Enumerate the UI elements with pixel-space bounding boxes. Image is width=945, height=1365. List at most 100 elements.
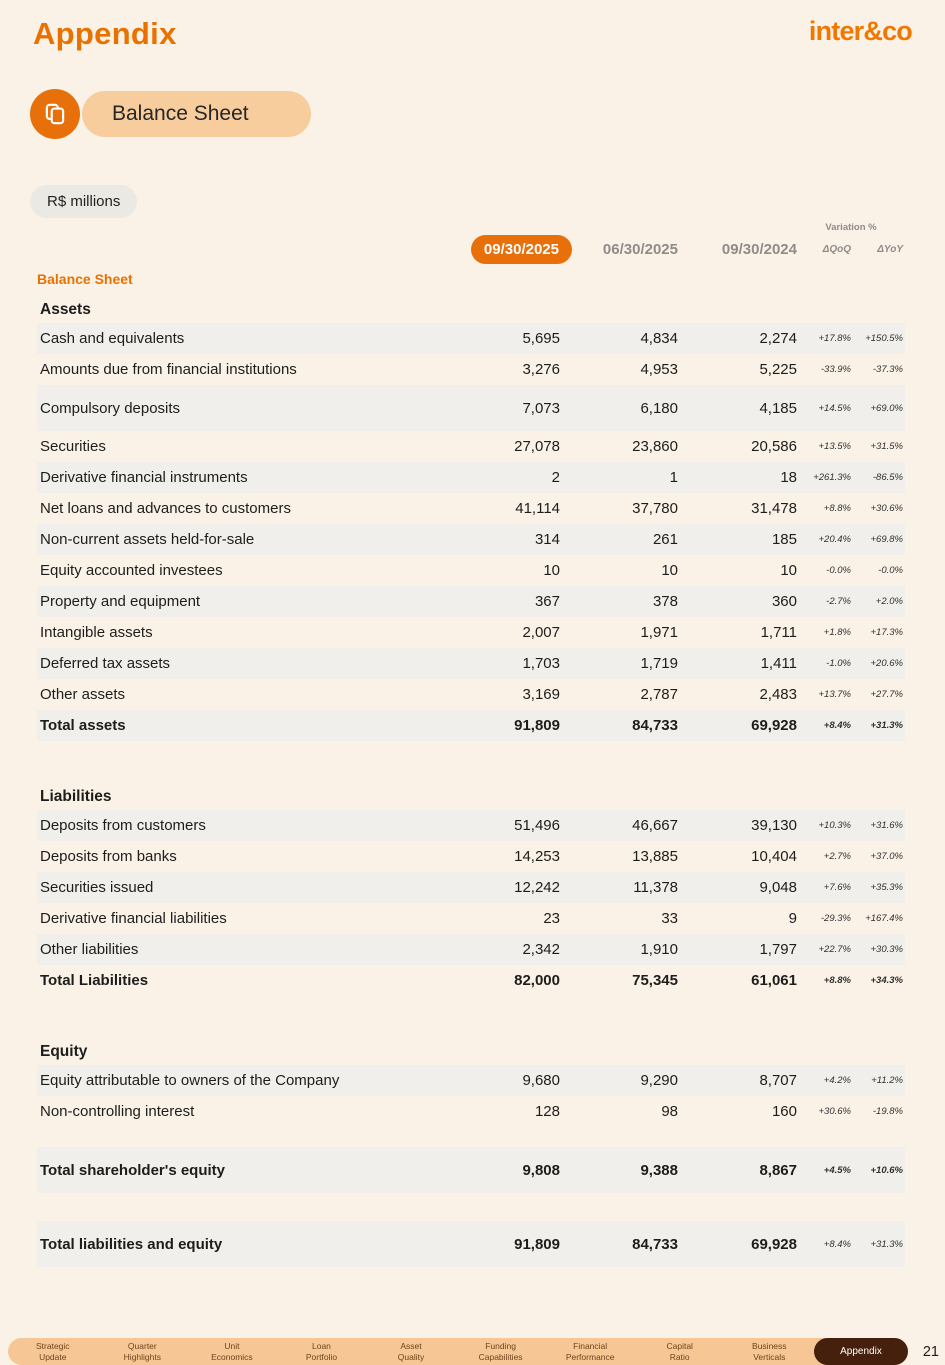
value-cell: 9	[788, 910, 797, 927]
footer-tab-label: Financial	[573, 1340, 608, 1351]
section-badge: Balance Sheet	[30, 89, 945, 139]
footer-tab-label: Ratio	[669, 1351, 690, 1362]
value-cell: 9,680	[522, 1072, 560, 1089]
variation-cell: -29.3%	[820, 913, 851, 924]
variation-cell: -1.0%	[826, 658, 851, 669]
column-header-prev-quarter[interactable]: 06/30/2025	[602, 240, 678, 258]
table-row-equity-accounted-investees: Equity accounted investees 10 10 10 -0.0% -0.…	[37, 555, 905, 586]
table-row-equity-attributable-to-owners-of-the-company: Equity attributable to owners of the Com…	[37, 1065, 905, 1096]
variation-cell: +2.0%	[875, 596, 903, 607]
value-cell: 4,185	[759, 399, 797, 417]
variation-cell: +10.6%	[870, 1164, 904, 1176]
value-cell: 367	[534, 593, 560, 610]
value-cell: 14,253	[514, 848, 560, 865]
value-cell: 91,809	[514, 717, 560, 734]
variation-cell: -37.3%	[872, 364, 903, 375]
page-title: Appendix	[33, 16, 177, 51]
footer-tab-capital-ratio[interactable]: Capital Ratio	[635, 1341, 725, 1362]
footer-tab-business-verticals[interactable]: Business Verticals	[725, 1341, 815, 1362]
value-cell: 3,169	[522, 686, 560, 703]
value-cell: 61,061	[751, 972, 797, 989]
value-cell: 82,000	[514, 972, 560, 989]
variation-cell: +150.5%	[865, 333, 903, 344]
variation-header-row: Variation %	[37, 220, 905, 234]
row-label: Total liabilities and equity	[40, 1235, 223, 1253]
variation-cell: +4.5%	[823, 1164, 851, 1176]
value-cell: 4,834	[640, 330, 678, 347]
footer-tab-label: Performance	[565, 1351, 615, 1362]
value-cell: 160	[771, 1103, 797, 1120]
column-header-qoq: ΔQoQ	[822, 243, 851, 255]
variation-cell: +167.4%	[865, 913, 903, 924]
value-cell: 12,242	[514, 879, 560, 896]
footer-tab-label: Business	[752, 1340, 787, 1351]
footer-tab-label: Update	[39, 1351, 67, 1362]
value-cell: 20,586	[751, 438, 797, 455]
footer-tab-label: Capabilities	[478, 1351, 523, 1362]
footer-tab-appendix-active[interactable]: Appendix	[814, 1338, 908, 1365]
variation-cell: +4.2%	[823, 1075, 851, 1086]
footer-tab-label: Unit	[224, 1340, 240, 1351]
variation-cell: +13.5%	[818, 441, 852, 452]
footer-tab-label: Quality	[397, 1351, 425, 1362]
variation-cell: +35.3%	[870, 882, 904, 893]
variation-header: Variation %	[825, 221, 877, 233]
footer-tab-label: Verticals	[753, 1351, 786, 1362]
row-label: Net loans and advances to customers	[40, 500, 291, 517]
value-cell: 1,910	[640, 941, 678, 958]
value-cell: 5,225	[759, 361, 797, 378]
column-header-current-period[interactable]: 09/30/2025	[470, 234, 572, 264]
balance-sheet-table: Variation % 09/30/2025 06/30/2025 09/30/…	[37, 220, 905, 1267]
variation-cell: +2.7%	[823, 851, 851, 862]
value-cell: 75,345	[632, 972, 678, 989]
value-cell: 31,478	[751, 500, 797, 517]
variation-cell: +14.5%	[818, 402, 852, 414]
row-label: Securities issued	[40, 879, 154, 896]
column-header-prev-year[interactable]: 09/30/2024	[721, 240, 797, 258]
footer-tab-unit-economics[interactable]: Unit Economics	[187, 1341, 277, 1362]
variation-cell: -33.9%	[820, 364, 851, 375]
variation-cell: -86.5%	[872, 472, 903, 483]
variation-cell: +37.0%	[870, 851, 904, 862]
value-cell: 91,809	[514, 1235, 560, 1253]
footer-tab-label: Portfolio	[305, 1351, 338, 1362]
footer-tab-strategic-update[interactable]: Strategic Update	[8, 1341, 98, 1362]
footer-tab-quarter-highlights[interactable]: Quarter Highlights	[98, 1341, 188, 1362]
row-label: Other liabilities	[40, 941, 139, 958]
value-cell: 360	[771, 593, 797, 610]
table-row-total-liabilities: Total Liabilities 82,000 75,345 61,061 +8.8%…	[37, 965, 905, 996]
value-cell: 1,711	[760, 624, 797, 641]
value-cell: 378	[652, 593, 678, 610]
footer-tab-funding-capabilities[interactable]: Funding Capabilities	[456, 1341, 546, 1362]
table-row-net-loans-and-advances-to-customers: Net loans and advances to customers 41,11…	[37, 493, 905, 524]
value-cell: 18	[780, 469, 797, 486]
variation-cell: +20.6%	[870, 658, 904, 669]
value-cell: 23	[543, 910, 560, 927]
table-row-non-current-assets-held-for-sale: Non-current assets held-for-sale 314 261 18…	[37, 524, 905, 555]
variation-cell: +31.6%	[870, 820, 904, 831]
variation-cell: +261.3%	[813, 472, 851, 483]
column-header-row: 09/30/2025 06/30/2025 09/30/2024 ΔQoQ ΔY…	[37, 234, 905, 264]
footer-tab-label: Highlights	[123, 1351, 161, 1362]
table-row-compulsory-deposits: Compulsory deposits 7,073 6,180 4,185 +14.5%…	[37, 385, 905, 431]
row-label: Total Liabilities	[40, 972, 149, 989]
row-label: Deferred tax assets	[40, 655, 171, 672]
value-cell: 185	[771, 531, 797, 548]
variation-cell: +31.5%	[870, 441, 904, 452]
footer-tab-asset-quality[interactable]: Asset Quality	[366, 1341, 456, 1362]
table-row-amounts-due-from-financial-institutions: Amounts due from financial institutions 3…	[37, 354, 905, 385]
table-row-intangible-assets: Intangible assets 2,007 1,971 1,711 +1.8% +17…	[37, 617, 905, 648]
value-cell: 98	[661, 1103, 678, 1120]
value-cell: 8,867	[759, 1161, 797, 1179]
footer-tab-loan-portfolio[interactable]: Loan Portfolio	[277, 1341, 367, 1362]
value-cell: 9,290	[640, 1072, 678, 1089]
value-cell: 27,078	[514, 438, 560, 455]
variation-cell: +22.7%	[818, 944, 852, 955]
value-cell: 7,073	[522, 399, 560, 417]
variation-cell: +34.3%	[870, 975, 904, 986]
page-number: 21	[922, 1344, 939, 1360]
variation-cell: -19.8%	[872, 1106, 903, 1117]
value-cell: 10	[661, 562, 678, 579]
interco-logo: inter&co	[808, 16, 913, 46]
footer-tab-financial-performance[interactable]: Financial Performance	[545, 1341, 635, 1362]
